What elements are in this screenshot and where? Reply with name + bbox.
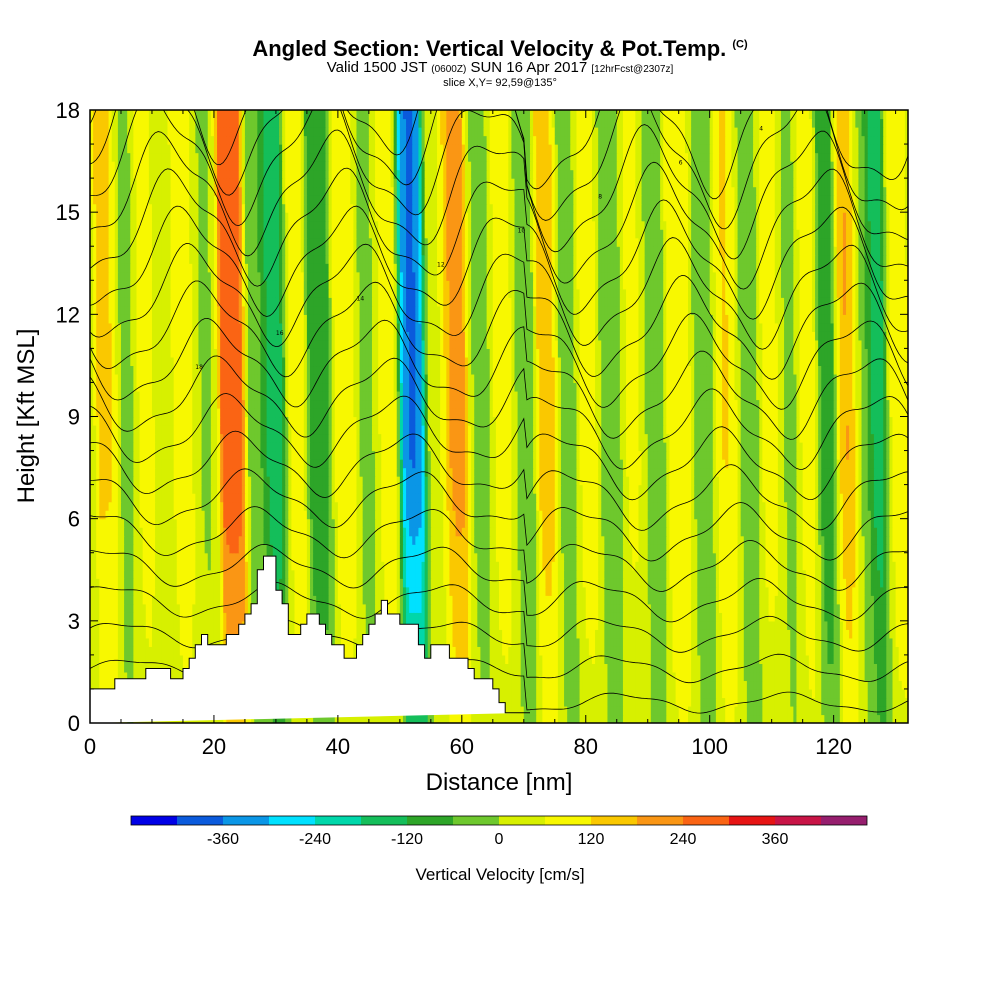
velocity-field	[90, 110, 909, 724]
chart-svg: 18161412108642 0 20 40 60 80 100 120 036912151…	[0, 0, 1000, 1000]
